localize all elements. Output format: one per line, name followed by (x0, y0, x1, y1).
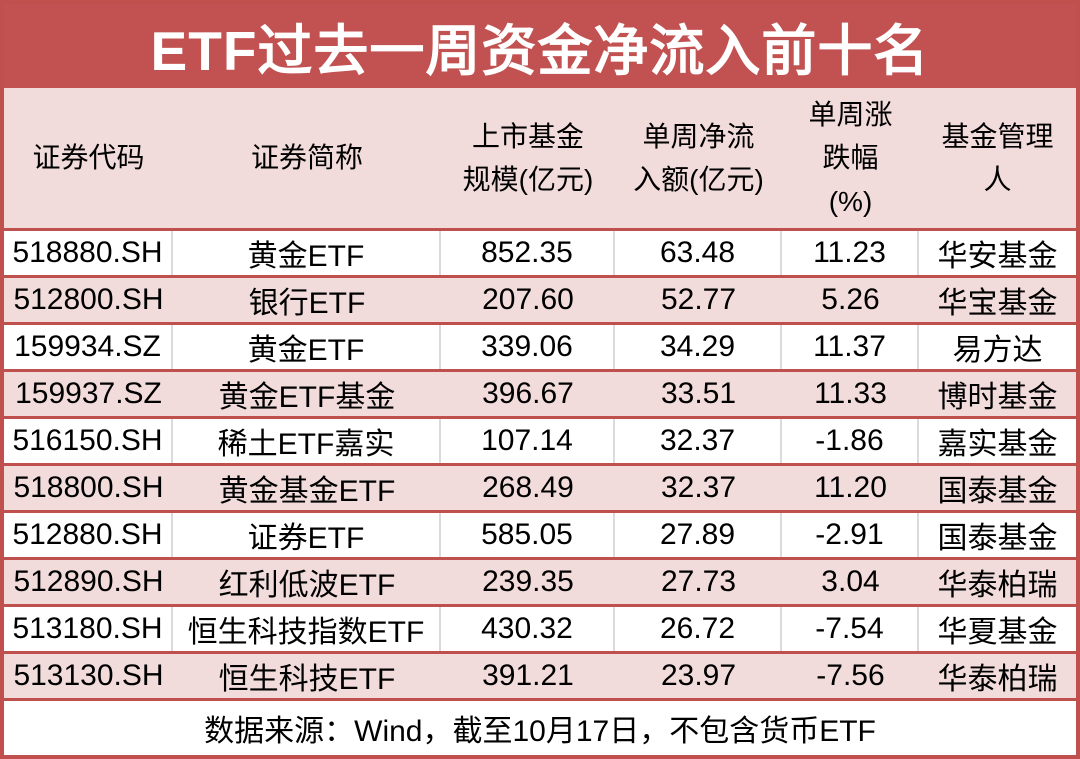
cell-name: 恒生科技指数ETF (173, 607, 441, 651)
cell-code: 512800.SH (13, 283, 164, 316)
cell-name: 恒生科技ETF (218, 663, 396, 696)
cell-name: 证券ETF (173, 513, 441, 557)
column-header-code: 证券代码 (32, 142, 145, 174)
column-header-manager: 基金管理 人 (941, 120, 1054, 195)
table-row: 512890.SH 红利低波ETF 239.35 27.73 3.04 华泰柏瑞 (4, 557, 1076, 604)
cell-manager: 华泰柏瑞 (937, 663, 1058, 696)
cell-change: 11.37 (782, 325, 919, 369)
cell-inflow: 23.97 (660, 659, 737, 692)
cell-change: 11.33 (814, 377, 887, 410)
table-row: 518880.SH 黄金ETF 852.35 63.48 11.23 华安基金 (4, 228, 1076, 275)
table-row: 512880.SH 证券ETF 585.05 27.89 -2.91 国泰基金 (4, 510, 1076, 557)
column-header-change: 单周涨 跌幅 (%) (808, 98, 893, 217)
cell-manager: 博时基金 (937, 381, 1058, 414)
cell-manager: 国泰基金 (937, 522, 1058, 555)
cell-scale: 239.35 (482, 565, 574, 598)
cell-inflow: 33.51 (660, 377, 737, 410)
cell-code: 516150.SH (4, 419, 173, 463)
cell-name: 黄金ETF (173, 231, 441, 275)
cell-code: 518880.SH (4, 231, 173, 275)
cell-name: 红利低波ETF (218, 569, 396, 602)
cell-inflow: 32.37 (660, 471, 737, 504)
cell-inflow: 27.89 (615, 513, 782, 557)
cell-scale: 391.21 (482, 659, 574, 692)
table-row: 518800.SH 黄金基金ETF 268.49 32.37 11.20 国泰基金 (4, 463, 1076, 510)
cell-code: 512890.SH (13, 565, 164, 598)
cell-inflow: 27.73 (660, 565, 737, 598)
column-header-inflow: 单周净流 入额(亿元) (633, 120, 764, 195)
cell-name: 银行ETF (248, 287, 366, 320)
cell-inflow: 32.37 (615, 419, 782, 463)
cell-name: 黄金基金ETF (218, 475, 396, 508)
data-source-note: 数据来源：Wind，截至10月17日，不包含货币ETF (4, 698, 1076, 755)
cell-manager: 华安基金 (937, 240, 1058, 273)
cell-change: -2.91 (782, 513, 919, 557)
cell-change: -7.56 (816, 659, 885, 692)
cell-manager: 华夏基金 (937, 616, 1058, 649)
cell-change: 5.26 (821, 283, 880, 316)
cell-change: 3.04 (821, 565, 880, 598)
cell-change: -1.86 (782, 419, 919, 463)
cell-code: 159937.SZ (15, 377, 162, 410)
column-header-name: 证券简称 (250, 142, 363, 174)
cell-manager: 华泰柏瑞 (937, 569, 1058, 602)
cell-inflow: 34.29 (615, 325, 782, 369)
cell-scale: 339.06 (441, 325, 615, 369)
cell-inflow: 52.77 (660, 283, 737, 316)
cell-scale: 396.67 (482, 377, 574, 410)
cell-manager: 易方达 (952, 334, 1043, 367)
cell-scale: 207.60 (482, 283, 574, 316)
table-title: ETF过去一周资金净流入前十名 (4, 4, 1076, 88)
cell-code: 512880.SH (4, 513, 173, 557)
cell-code: 513130.SH (13, 659, 164, 692)
cell-name: 黄金ETF (173, 325, 441, 369)
table-row: 512800.SH 银行ETF 207.60 52.77 5.26 华宝基金 (4, 275, 1076, 322)
cell-code: 513180.SH (4, 607, 173, 651)
cell-scale: 430.32 (441, 607, 615, 651)
table-row: 513130.SH 恒生科技ETF 391.21 23.97 -7.56 华泰柏瑞 (4, 651, 1076, 698)
cell-inflow: 63.48 (615, 231, 782, 275)
cell-change: 11.20 (814, 471, 887, 504)
cell-code: 159934.SZ (4, 325, 173, 369)
header-row: 证券代码 证券简称 上市基金 规模(亿元) 单周净流 入额(亿元) 单周涨 跌幅 (%)… (4, 88, 1076, 228)
table-row: 159937.SZ 黄金ETF基金 396.67 33.51 11.33 博时基金 (4, 369, 1076, 416)
cell-scale: 852.35 (441, 231, 615, 275)
column-header-scale: 上市基金 规模(亿元) (462, 120, 594, 195)
cell-change: -7.54 (782, 607, 919, 651)
cell-change: 11.23 (782, 231, 919, 275)
cell-name: 稀土ETF嘉实 (173, 419, 441, 463)
cell-scale: 268.49 (482, 471, 574, 504)
cell-name: 黄金ETF基金 (218, 381, 396, 414)
cell-manager: 华宝基金 (937, 287, 1058, 320)
cell-scale: 107.14 (441, 419, 615, 463)
cell-manager: 嘉实基金 (937, 428, 1058, 461)
table-row: 159934.SZ 黄金ETF 339.06 34.29 11.37 易方达 (4, 322, 1076, 369)
cell-inflow: 26.72 (615, 607, 782, 651)
table-row: 513180.SH 恒生科技指数ETF 430.32 26.72 -7.54 华夏基金 (4, 604, 1076, 651)
cell-manager: 国泰基金 (937, 475, 1058, 508)
cell-code: 518800.SH (13, 471, 164, 504)
table-body: 518880.SH 黄金ETF 852.35 63.48 11.23 华安基金 512800… (4, 228, 1076, 698)
cell-scale: 585.05 (441, 513, 615, 557)
table-row: 516150.SH 稀土ETF嘉实 107.14 32.37 -1.86 嘉实基金 (4, 416, 1076, 463)
